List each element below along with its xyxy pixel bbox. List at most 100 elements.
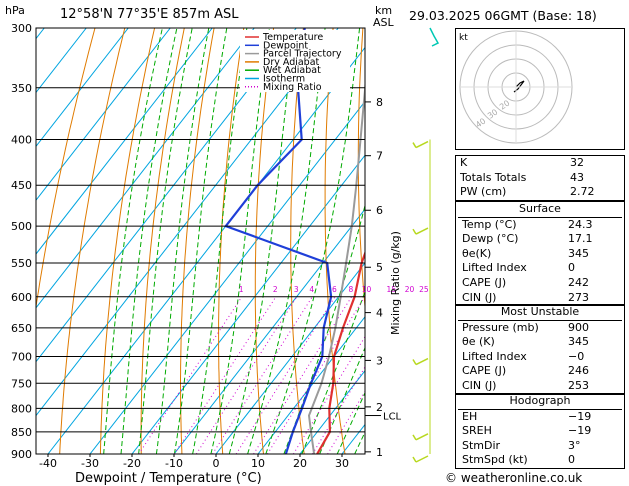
index-row-pw: PW (cm) 2.72 <box>460 185 595 199</box>
isotherm-line <box>36 28 255 309</box>
mixing-ratio-label: 6 <box>332 285 337 294</box>
index-value: −19 <box>568 424 592 438</box>
wind-barb-flag <box>412 142 417 148</box>
index-label: θe(K) <box>462 246 492 260</box>
pressure-unit: hPa <box>5 4 25 17</box>
wet-adiabat-line <box>372 28 455 454</box>
index-value: 345 <box>568 246 589 260</box>
legend-item-label: Dry Adiabat <box>263 57 320 68</box>
wind-barb <box>415 140 429 149</box>
pressure-tick-label: 800 <box>11 402 32 415</box>
legend-background <box>240 30 350 92</box>
temperature-tick-label: 20 <box>293 457 307 470</box>
pressure-tick-label: 350 <box>11 82 32 95</box>
mixing-ratio-label: 4 <box>309 285 314 294</box>
pressure-tick-label: 550 <box>11 257 32 270</box>
index-value: 0 <box>568 261 575 275</box>
temperature-tick-label: -20 <box>123 457 141 470</box>
hodograph-unit: kt <box>459 33 468 43</box>
index-label: Pressure (mb) <box>462 320 539 334</box>
index-label: Temp (°C) <box>462 217 517 231</box>
km-unit: km <box>375 4 392 17</box>
mixing-ratio-label: 20 <box>405 285 415 294</box>
wind-barb-flag <box>412 228 417 235</box>
index-label: CAPE (J) <box>462 275 507 289</box>
temperature-tick-label: -10 <box>165 457 183 470</box>
km-tick-label: 7 <box>376 150 383 163</box>
wind-barb <box>429 27 440 47</box>
asl-unit: ASL <box>373 16 395 29</box>
index-row: θe (K) 345 <box>458 335 622 350</box>
index-row-totals-totals: Totals Totals 43 <box>460 170 584 184</box>
index-value: 273 <box>568 290 589 304</box>
index-row: CAPE (J) 242 <box>458 276 622 291</box>
hodograph-table: Hodograph EH −19 SREH −19 StmDir 3° StmSpd (kt… <box>455 393 625 469</box>
index-row: Lifted Index 0 <box>458 261 622 276</box>
wind-barb <box>415 357 429 366</box>
index-row: CIN (J) 253 <box>458 379 622 394</box>
pressure-tick-label: 650 <box>11 322 32 335</box>
surface-title: Surface <box>519 202 561 215</box>
mixing-ratio-line <box>173 296 277 454</box>
hodograph-rows: EH −19 SREH −19 StmDir 3° StmSpd (kt) 0 <box>458 408 622 468</box>
index-row: StmDir 3° <box>458 439 622 454</box>
temperature-tick-label: 30 <box>335 457 349 470</box>
copyright: © weatheronline.co.uk <box>445 471 583 485</box>
background-lines <box>36 28 455 454</box>
index-value: 3° <box>568 438 581 452</box>
mixing-ratio-label: 8 <box>349 285 354 294</box>
index-row: Lifted Index −0 <box>458 350 622 365</box>
index-label: StmDir <box>462 438 501 452</box>
hodograph: kt 40 30 20 <box>455 28 625 150</box>
isotherm-line <box>36 28 297 363</box>
index-row: SREH −19 <box>458 424 622 439</box>
mixing-ratio-label: 15 <box>387 285 397 294</box>
hodograph-trace <box>513 80 525 93</box>
km-tick-label: 1 <box>376 446 383 459</box>
index-row: EH −19 <box>458 410 622 425</box>
km-tick-label: 4 <box>376 307 383 320</box>
axis-labels: 1 2 3 4 6 8 10 15 20 2530035040045050055060065070… <box>11 22 429 470</box>
temperature-tick-label: 10 <box>251 457 265 470</box>
legend-item-label: Dewpoint <box>263 40 308 51</box>
pressure-tick-label: 750 <box>11 377 32 390</box>
legend-item-label: Isotherm <box>263 74 305 85</box>
temperature-tick-label: -40 <box>39 457 57 470</box>
lcl-label: LCL <box>383 412 402 423</box>
mixing-ratio-line <box>266 296 365 454</box>
index-label: Dewp (°C) <box>462 232 519 246</box>
mixing-ratio-line <box>195 296 298 454</box>
wet-adiabat-line <box>138 28 193 454</box>
dry-adiabat-line <box>357 28 365 312</box>
mixing-ratio-label: 25 <box>419 285 429 294</box>
surface-table: Surface Temp (°C) 24.3 Dewp (°C) 17.1 θe(K) 3… <box>455 201 625 307</box>
temperature-tick-label: -30 <box>81 457 99 470</box>
mixing-ratio-label: 3 <box>294 285 299 294</box>
index-value: 246 <box>568 364 589 378</box>
most-unstable-title: Most Unstable <box>500 305 580 318</box>
legend-item-label: Wet Adiabat <box>263 65 321 76</box>
index-value: 17.1 <box>568 232 593 246</box>
index-value: 24.3 <box>568 217 593 231</box>
dry-adiabat-line <box>422 28 455 454</box>
wet-adiabat-line <box>120 28 178 454</box>
hodograph-title: Hodograph <box>509 394 571 407</box>
date-header: 29.03.2025 06GMT (Base: 18) <box>409 8 597 23</box>
most-unstable-rows: Pressure (mb) 900 θe (K) 345 Lifted Index −0 C… <box>458 319 622 394</box>
wind-barbs <box>412 27 440 463</box>
location-title: 12°58'N 77°35'E 857m ASL <box>60 7 239 22</box>
index-label: CAPE (J) <box>462 364 507 378</box>
index-value: −0 <box>568 349 585 363</box>
pressure-tick-label: 900 <box>11 448 32 461</box>
index-value: 345 <box>568 335 589 349</box>
wind-barb-flag <box>412 434 417 441</box>
index-value: −19 <box>568 409 592 423</box>
index-row: CAPE (J) 246 <box>458 364 622 379</box>
pressure-tick-label: 850 <box>11 426 32 439</box>
index-label: CIN (J) <box>462 378 497 392</box>
wet-adiabat-line <box>103 28 163 454</box>
wind-barb-flag <box>412 456 417 463</box>
index-row: θe(K) 345 <box>458 247 622 262</box>
